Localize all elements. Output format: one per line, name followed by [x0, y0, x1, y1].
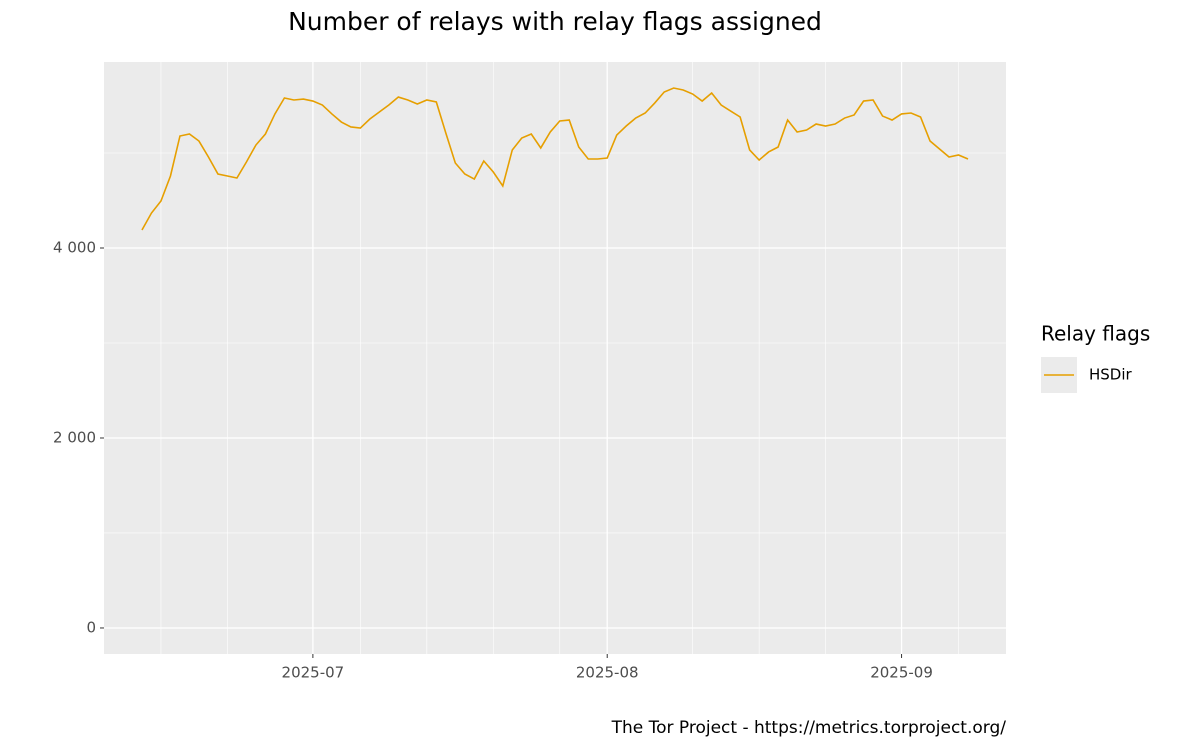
y-tick-label: 4 000 [53, 238, 96, 256]
x-tick-label: 2025-07 [282, 664, 345, 682]
data-line [141, 87, 969, 231]
x-tick-label: 2025-09 [870, 664, 933, 682]
y-tick-label: 2 000 [53, 428, 96, 446]
legend-label: HSDir [1089, 366, 1133, 384]
caption: The Tor Project - https://metrics.torpro… [611, 718, 1007, 738]
chart-title: Number of relays with relay flags assign… [288, 7, 822, 36]
x-tick-label: 2025-08 [576, 664, 639, 682]
plot-panel [104, 62, 1006, 654]
y-tick-label: 0 [86, 618, 96, 636]
legend-title: Relay flags [1041, 322, 1150, 346]
